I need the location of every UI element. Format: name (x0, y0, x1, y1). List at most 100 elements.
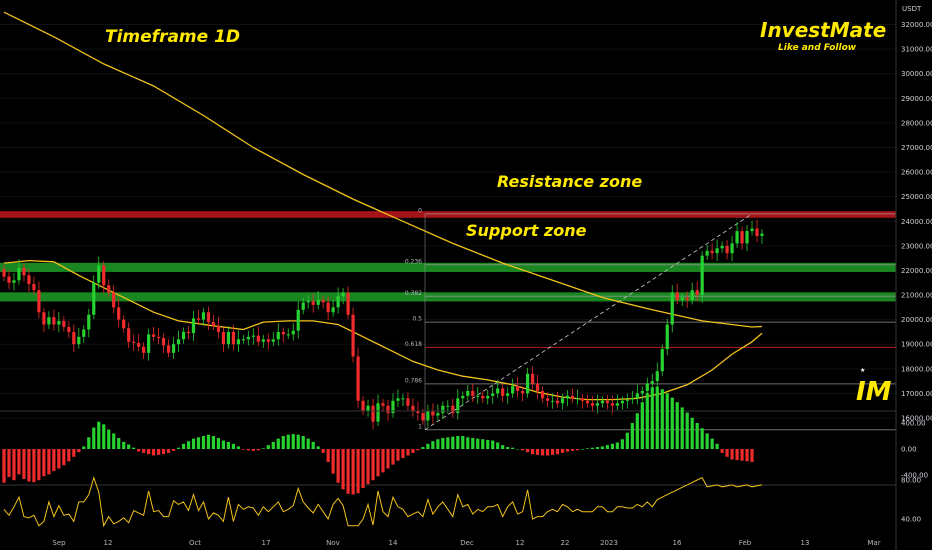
candle-down (27, 275, 31, 284)
candle-down (137, 342, 141, 347)
macd-bar (82, 446, 86, 449)
timeframe-label: Timeframe 1D (105, 27, 240, 47)
date-tick-label: 14 (389, 539, 398, 547)
date-tick-label: 22 (561, 539, 570, 547)
macd-bar (261, 448, 265, 449)
candle-down (32, 283, 36, 291)
candle-down (67, 327, 71, 332)
price-axis[interactable]: 32000.00 31000.00 30000.00 29000.00 28000.00… (901, 21, 932, 423)
price-tick-label: 18000.00 (901, 365, 932, 373)
candle-down (206, 312, 211, 323)
date-tick-label: Nov (326, 539, 340, 547)
macd-bar (416, 449, 420, 451)
macd-bar (436, 439, 440, 449)
candle-up (376, 403, 380, 422)
candle-down (142, 346, 146, 353)
logo-mark: IM (856, 377, 892, 407)
candle-up (526, 373, 530, 394)
candle-up (496, 388, 500, 394)
fib-level-label: 0 (418, 207, 422, 214)
candle-down (540, 390, 545, 399)
macd-bar (446, 437, 450, 449)
candle-down (186, 331, 191, 334)
candle-up (625, 399, 629, 401)
support-zone-band (0, 292, 896, 302)
macd-bar (456, 436, 460, 449)
candle-up (476, 395, 480, 397)
candle-down (346, 292, 350, 315)
candle-down (122, 319, 126, 329)
macd-bar (107, 429, 111, 449)
macd-bar (401, 449, 405, 459)
candle-up (286, 334, 290, 336)
fib-level-label: 0.618 (405, 341, 422, 348)
macd-bar (12, 449, 16, 481)
macd-tick-label: 400.00 (901, 420, 926, 428)
macd-bar (585, 448, 590, 449)
fib-level-label: 0.786 (405, 377, 422, 384)
candle-up (301, 302, 305, 310)
candle-up (560, 398, 565, 404)
macd-bar (750, 449, 754, 462)
macd-bar (97, 421, 101, 449)
macd-tick-label: -400.00 (901, 472, 928, 480)
macd-axis: 400.00 0.00 -400.00 (901, 420, 928, 480)
macd-bar (246, 449, 250, 451)
candle-up (466, 390, 470, 396)
macd-bar (411, 449, 415, 453)
price-tick-label: 31000.00 (901, 46, 932, 54)
macd-bar (720, 449, 724, 453)
candle-down (117, 307, 121, 320)
macd-bar (620, 439, 624, 449)
macd-bar (236, 446, 240, 449)
candle-down (107, 285, 111, 293)
macd-bar (17, 449, 21, 475)
candle-up (331, 307, 335, 313)
candle-up (191, 318, 196, 334)
macd-bar (57, 449, 61, 469)
candles (2, 219, 764, 430)
candle-down (62, 320, 66, 328)
macd-bar (471, 437, 475, 449)
fib-level-label: 0.5 (412, 316, 422, 323)
macd-bar (386, 449, 390, 469)
ma-long-line (3, 11, 763, 328)
macd-bar (521, 449, 525, 451)
date-tick-label: 12 (104, 539, 113, 547)
macd-bar (710, 438, 714, 449)
date-tick-label: 12 (516, 539, 525, 547)
macd-bar (396, 449, 400, 461)
candle-up (620, 400, 624, 404)
macd-bar (690, 417, 694, 449)
macd-bar (501, 445, 505, 449)
macd-bar (241, 449, 245, 450)
macd-bar (366, 449, 370, 485)
price-tick-label: 23000.00 (901, 242, 932, 250)
macd-bar (186, 441, 191, 449)
macd-bar (117, 437, 121, 449)
candle-up (47, 317, 51, 325)
candle-down (221, 331, 226, 345)
macd-bar (321, 449, 325, 453)
date-tick-label: Feb (739, 539, 752, 547)
date-tick-label: Dec (460, 539, 474, 547)
candle-down (112, 292, 116, 308)
candle-down (311, 301, 315, 305)
macd-bar (670, 397, 674, 449)
time-axis[interactable]: Sep 12 Oct 17 Nov 14 Dec 12 22 2023 16 Feb 13 Mar (52, 539, 880, 547)
macd-bar (296, 434, 300, 449)
macd-bar (206, 434, 211, 449)
candle-up (77, 336, 81, 345)
macd-bar (700, 428, 704, 449)
macd-bar (491, 440, 495, 449)
candle-down (695, 290, 699, 296)
candle-up (700, 255, 704, 296)
candle-down (132, 341, 136, 343)
fib-retracement[interactable]: 0 0.236 0.382 0.5 0.618 0.786 1 (405, 207, 896, 431)
macd-bar (550, 449, 555, 455)
macd-bar (351, 449, 355, 495)
candle-up (630, 398, 634, 400)
candle-up (680, 297, 684, 300)
macd-bar (132, 447, 136, 449)
